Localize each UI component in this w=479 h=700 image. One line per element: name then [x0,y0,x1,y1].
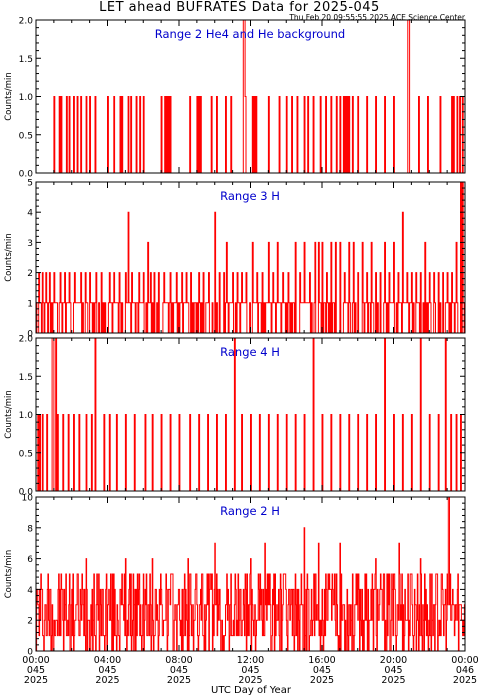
data-series [36,497,465,651]
x-tick-time: 12:00 [237,655,264,666]
panel-title: Range 4 H [220,345,280,359]
y-axis-label: Counts/min [4,550,14,599]
x-tick-time: 00:00 [451,655,478,666]
y-tick-label: 1 [27,299,33,309]
y-tick-label: 4 [27,586,33,596]
x-tick-year: 2025 [238,675,262,686]
panel-title: Range 2 H [220,504,280,518]
x-tick-doy: 045 [170,665,188,676]
y-tick-label: 3 [27,239,33,249]
x-tick-doy: 045 [98,665,116,676]
x-tick-year: 2025 [95,675,119,686]
y-axis-label: Counts/min [4,72,14,121]
x-tick-doy: 045 [384,665,402,676]
data-series [36,182,465,333]
x-tick-doy: 045 [27,665,45,676]
y-tick-label: 2.0 [19,335,34,345]
y-tick-label: 1.5 [19,373,33,383]
panel-title: Range 2 He4 and He background [155,27,345,41]
y-tick-label: 0.0 [19,488,34,498]
chart-title: LET ahead BUFRATES Data for 2025-045 [99,0,380,15]
y-tick-label: 2 [27,269,33,279]
x-axis-label: UTC Day of Year [211,685,292,696]
y-tick-label: 2 [27,617,33,627]
x-tick-time: 04:00 [94,655,121,666]
x-tick-time: 00:00 [22,655,49,666]
y-tick-label: 1.0 [19,411,34,421]
x-tick-year: 2025 [167,675,191,686]
panel-frame [35,19,466,174]
x-tick-year: 2025 [381,675,405,686]
x-tick-time: 20:00 [380,655,407,666]
x-tick-doy: 045 [241,665,259,676]
x-tick-year: 2025 [310,675,334,686]
timestamp-stamp: Thu Feb 20 09:55:55 2025 ACE Science Cen… [289,13,465,22]
y-tick-label: 2.0 [19,17,34,27]
y-tick-label: 5 [27,179,33,189]
y-tick-label: 10 [22,494,34,504]
y-tick-label: 6 [27,555,33,565]
data-series [36,338,465,491]
y-tick-label: 1.0 [19,93,34,103]
data-series [36,20,465,173]
x-tick-year: 2025 [453,675,477,686]
y-tick-label: 0.5 [19,131,33,141]
x-tick-year: 2025 [24,675,48,686]
y-tick-label: 0.0 [19,170,34,180]
x-tick-time: 16:00 [308,655,335,666]
y-tick-label: 0.5 [19,449,33,459]
y-axis-label: Counts/min [4,233,14,282]
y-axis-label: Counts/min [4,390,14,439]
y-tick-label: 1.5 [19,55,33,65]
panel-3: 0.0 0.5 1.0 1.5 2.0 Range 4 H Counts/min [4,335,466,498]
panel-4: 0 2 4 6 8 10 Range 2 H Counts/min [4,494,466,658]
x-tick-doy: 045 [313,665,331,676]
panel-title: Range 3 H [220,189,280,203]
y-tick-label: 0 [27,330,33,340]
x-tick-time: 08:00 [165,655,192,666]
x-tick-doy: 046 [456,665,474,676]
y-tick-label: 4 [27,209,33,219]
y-tick-label: 0 [27,648,33,658]
panel-1: 0.0 0.5 1.0 1.5 2.0 Range 2 He4 and He backgr… [4,17,466,180]
y-tick-label: 8 [27,524,33,534]
panel-2: 0 1 2 3 4 5 Range 3 H Counts/min [4,179,466,340]
